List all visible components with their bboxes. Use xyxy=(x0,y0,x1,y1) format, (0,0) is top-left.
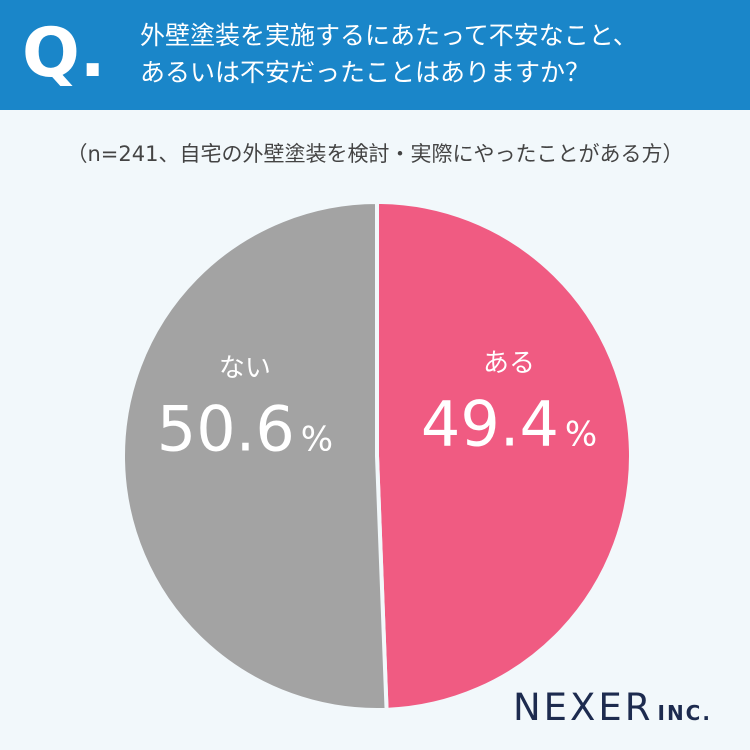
pie-slice-0 xyxy=(375,200,633,712)
brand-logo: NEXER INC. xyxy=(513,686,712,729)
question-mark: Q. xyxy=(22,14,106,93)
question-header: Q. 外壁塗装を実施するにあたって不安なこと、 あるいは不安だったことはあります… xyxy=(0,0,750,110)
brand-suffix: INC. xyxy=(657,701,712,725)
sample-size-note: （n=241、自宅の外壁塗装を検討・実際にやったことがある方） xyxy=(66,142,684,166)
slice-label-1: ない xyxy=(219,353,271,383)
slice-value-1: 50.6% xyxy=(157,392,333,465)
slice-value-0: 49.4% xyxy=(421,388,597,461)
pie-slice-1 xyxy=(121,200,389,712)
question-text-line1: 外壁塗装を実施するにあたって不安なこと、 xyxy=(140,21,638,50)
slice-label-0: ある xyxy=(483,349,535,379)
brand-name: NEXER xyxy=(513,686,654,729)
question-text-line2: あるいは不安だったことはありますか？ xyxy=(140,58,591,87)
